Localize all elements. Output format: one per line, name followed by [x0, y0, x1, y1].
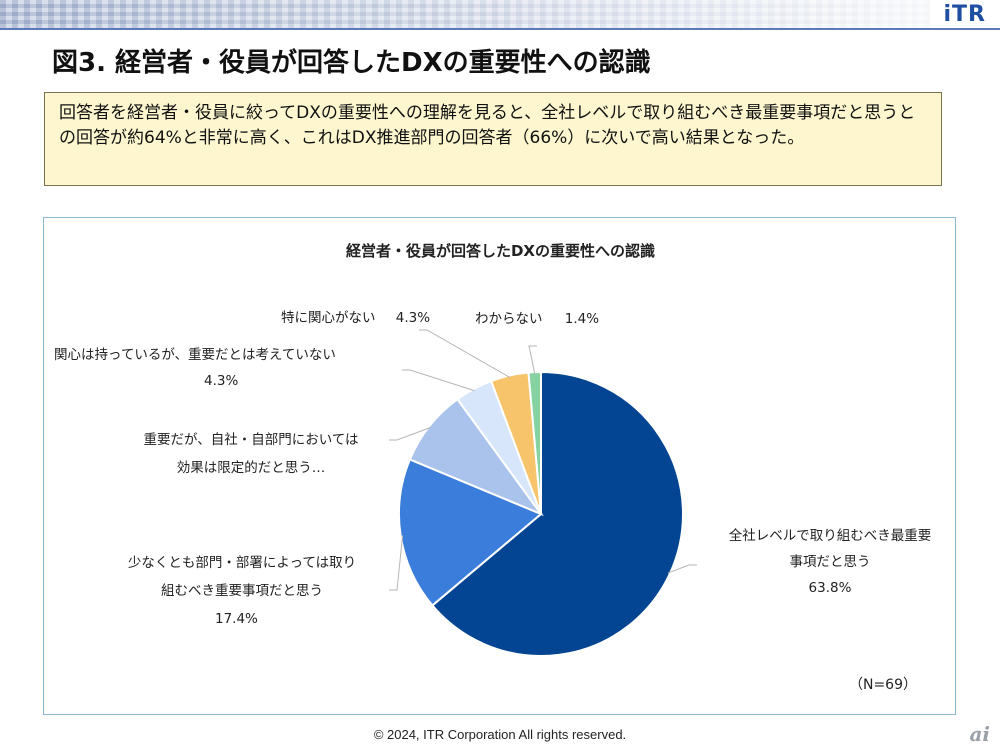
label-slice-5: わからない 1.4%	[475, 309, 599, 329]
pie-slice-0	[430, 370, 684, 657]
company-logo: iTR	[943, 2, 986, 27]
value-slice-0: 63.8%	[808, 580, 852, 596]
header-pattern-band	[0, 0, 930, 28]
label-slice-0-line-2: 事項だと思う	[789, 554, 871, 570]
label-slice-3: 関心は持っているが、重要だとは考えていない 4.3%	[54, 345, 414, 391]
value-slice-1: 17.4%	[215, 611, 258, 627]
label-slice-1-line-1: 少なくとも部門・部署によっては取り	[127, 555, 357, 571]
label-slice-2-line-2: 効果は限定的だと思う…	[176, 460, 326, 476]
label-slice-5-line-1: わからない	[475, 311, 543, 327]
summary-text: 回答者を経営者・役員に絞ってDXの重要性への理解を見ると、全社レベルで取り組むべ…	[59, 103, 916, 148]
label-slice-1: 少なくとも部門・部署によっては取り 組むべき重要事項だと思う 17.4%	[99, 553, 385, 629]
leader-line-4	[419, 329, 511, 378]
leader-line-2	[389, 426, 432, 441]
leader-line-5	[528, 345, 537, 375]
label-slice-4-line-1: 特に関心がない	[281, 310, 376, 326]
watermark-logo: ai	[969, 722, 990, 746]
pie-chart	[389, 329, 697, 657]
chart-container: 経営者・役員が回答したDXの重要性への認識 全社レベルで取り組むべき最重要 事項…	[43, 217, 956, 715]
value-slice-5: 1.4%	[564, 311, 600, 327]
copyright-footer: © 2024, ITR Corporation All rights reser…	[373, 727, 627, 742]
label-slice-2-line-1: 重要だが、自社・自部門においては	[143, 432, 359, 448]
slide-title: 図3. 経営者・役員が回答したDXの重要性への認識	[52, 48, 651, 78]
chart-title: 経営者・役員が回答したDXの重要性への認識	[345, 242, 656, 260]
value-slice-4: 4.3%	[395, 310, 431, 326]
leader-line-3	[402, 369, 475, 392]
summary-box: 回答者を経営者・役員に絞ってDXの重要性への理解を見ると、全社レベルで取り組むべ…	[44, 92, 942, 186]
leader-line-0	[667, 564, 697, 574]
label-slice-2: 重要だが、自社・自部門においては 効果は限定的だと思う…	[116, 430, 386, 478]
label-slice-0-line-1: 全社レベルで取り組むべき最重要	[728, 528, 932, 544]
label-slice-1-line-2: 組むべき重要事項だと思う	[161, 583, 323, 599]
label-slice-3-line-1: 関心は持っているが、重要だとは考えていない	[54, 347, 336, 363]
sample-size-note: （N=69）	[848, 677, 917, 693]
label-slice-0: 全社レベルで取り組むべき最重要 事項だと思う 63.8%	[702, 526, 958, 598]
header-divider	[0, 28, 1000, 30]
pie-slice-1	[398, 458, 543, 607]
leader-line-1	[389, 535, 404, 591]
value-slice-3: 4.3%	[204, 373, 239, 389]
label-slice-4: 特に関心がない 4.3%	[281, 308, 430, 328]
